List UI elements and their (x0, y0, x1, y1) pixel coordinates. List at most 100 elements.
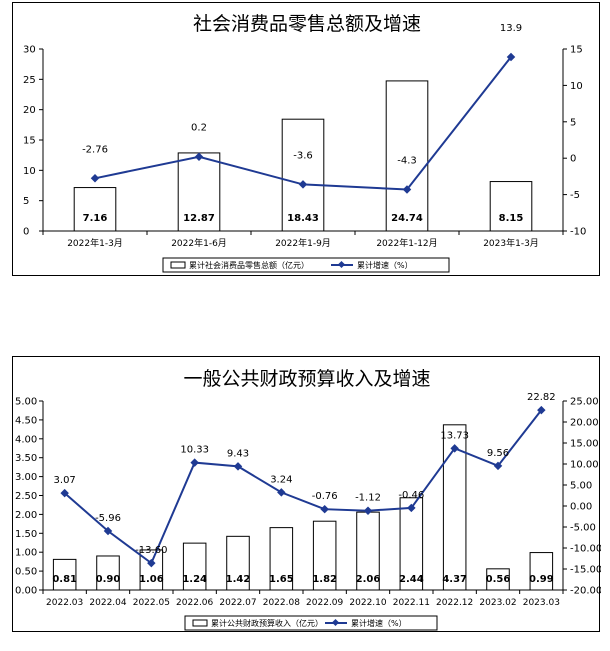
growth-marker (402, 185, 412, 194)
bar-value-label: 2.06 (356, 574, 381, 585)
x-tick-label: 2022.08 (263, 598, 300, 608)
growth-value-label: 22.82 (527, 392, 556, 403)
growth-value-label: -13.60 (135, 545, 167, 556)
growth-line (64, 409, 543, 565)
left-tick-label: 1.50 (15, 529, 37, 540)
growth-marker (103, 526, 113, 536)
x-tick-label: 2022.07 (219, 598, 256, 608)
x-tick-label: 2022.12 (436, 598, 473, 608)
right-tick-label: 5.00 (570, 481, 592, 492)
bar-value-label: 12.87 (183, 213, 215, 224)
growth-value-label: 9.56 (487, 448, 509, 459)
legend (162, 257, 450, 273)
right-tick-label: 15 (570, 45, 583, 56)
left-tick-label: 0.50 (15, 567, 37, 578)
x-tick-label: 2022.05 (133, 598, 170, 608)
bar (269, 527, 294, 591)
fiscal-revenue-chart-panel: 一般公共财政预算收入及增速 0.00 0.50 1.00 1.50 2.00 2.50 3.0… (12, 356, 601, 632)
growth-value-label: 9.43 (227, 448, 249, 459)
right-tick-label: 10 (570, 81, 583, 92)
legend-line-marker (331, 618, 340, 627)
x-tick-label: 2022年1-12月 (376, 237, 437, 249)
bar (442, 424, 467, 591)
x-tick-label: 2022年1-9月 (275, 237, 331, 249)
right-tick-label: 15.00 (570, 439, 599, 450)
bar (529, 552, 554, 591)
bar (385, 80, 429, 232)
growth-marker (194, 152, 204, 161)
bar (312, 520, 337, 591)
growth-marker (298, 180, 308, 189)
x-tick-label: 2022.04 (89, 598, 126, 608)
growth-value-label: -3.6 (293, 150, 313, 161)
retail-sales-chart: 社会消费品零售总额及增速 0 5 10 15 20 25 30 -10 -5 0 5 10 15 2022年… (23, 13, 586, 273)
left-tick-label: 5 (23, 196, 29, 207)
chart-title: 社会消费品零售总额及增速 (193, 13, 421, 35)
legend-bar-swatch (170, 261, 186, 269)
growth-marker (493, 461, 503, 471)
left-tick-label: 4.00 (15, 434, 37, 445)
growth-value-label: -1.12 (355, 493, 381, 504)
x-tick-label: 2023年1-3月 (483, 237, 539, 249)
legend-bar-label: 累计公共财政预算收入（亿元） (211, 618, 323, 628)
growth-marker (60, 488, 69, 498)
legend-line-label: 累计增速（%） (357, 260, 413, 270)
bar-value-label: 18.43 (287, 213, 319, 224)
growth-value-label: 13.9 (500, 23, 522, 34)
growth-marker (90, 174, 100, 183)
right-tick-label: -15.00 (570, 565, 601, 576)
growth-value-label: 13.73 (440, 430, 469, 441)
right-tick-label: 20.00 (570, 418, 599, 429)
growth-value-label: -5.96 (95, 513, 121, 524)
bar (226, 535, 250, 591)
bar-value-label: 8.15 (499, 213, 524, 224)
right-tick-label: -10.00 (570, 544, 601, 555)
right-tick-label: -10 (570, 227, 586, 238)
bar-value-label: 1.65 (269, 574, 294, 585)
growth-marker (277, 488, 286, 497)
right-tick-label: -5 (570, 190, 580, 201)
bar-value-label: 2.44 (399, 574, 424, 585)
x-tick-label: 2023.02 (479, 598, 516, 608)
growth-value-label: 0.2 (191, 123, 207, 134)
bar-value-label: 1.82 (312, 574, 337, 585)
right-tick-label: -20.00 (570, 586, 601, 597)
growth-value-label: 3.24 (270, 474, 292, 485)
left-tick-label: 20 (23, 105, 36, 116)
left-tick-label: 3.50 (15, 453, 37, 464)
left-tick-label: 1.00 (15, 548, 37, 559)
bar (96, 555, 120, 591)
bar-value-label: 0.99 (529, 574, 554, 585)
bar (281, 118, 325, 232)
legend-line-label: 累计增速（%） (351, 618, 407, 628)
bar-value-label: 0.81 (52, 574, 77, 585)
left-tick-label: 10 (23, 166, 36, 177)
bar-value-label: 4.37 (442, 574, 467, 585)
left-tick-label: 5.00 (15, 397, 37, 408)
left-tick-label: 3.00 (15, 472, 37, 483)
left-tick-label: 30 (23, 45, 36, 56)
bar-value-label: 1.06 (139, 574, 164, 585)
right-tick-label: 0.00 (570, 502, 592, 513)
left-tick-label: 0 (23, 227, 29, 238)
growth-marker (363, 506, 373, 515)
right-tick-label: 5 (570, 117, 576, 128)
bar-value-label: 0.90 (96, 574, 121, 585)
left-tick-label: 15 (23, 136, 36, 147)
x-tick-label: 2022.06 (176, 598, 213, 608)
growth-value-label: -0.76 (312, 491, 338, 502)
growth-value-label: 10.33 (180, 445, 209, 456)
left-tick-label: 25 (23, 75, 36, 86)
left-tick-label: 2.00 (15, 510, 37, 521)
x-tick-label: 2022年1-3月 (67, 237, 123, 249)
growth-marker (320, 504, 329, 514)
bar-value-label: 0.56 (486, 574, 511, 585)
x-tick-label: 2022年1-6月 (171, 237, 227, 249)
left-tick-label: 0.00 (15, 586, 37, 597)
bar-value-label: 7.16 (83, 213, 108, 224)
bar (73, 187, 117, 232)
bar (177, 152, 221, 232)
retail-sales-chart-panel: 社会消费品零售总额及增速 0 5 10 15 20 25 30 -10 -5 0 5 10 15 2022年… (12, 2, 600, 276)
fiscal-revenue-chart: 一般公共财政预算收入及增速 0.00 0.50 1.00 1.50 2.00 2.50 3.0… (15, 368, 601, 631)
right-tick-label: -5.00 (570, 523, 596, 534)
